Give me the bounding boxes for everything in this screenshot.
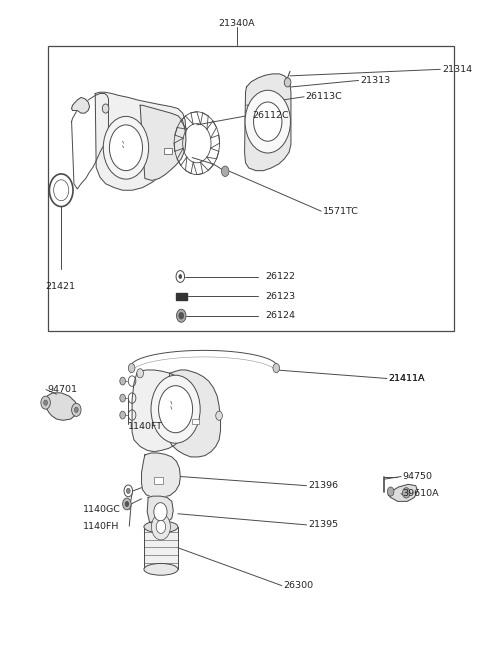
Circle shape: [156, 520, 166, 533]
Circle shape: [103, 117, 149, 179]
Circle shape: [273, 364, 279, 373]
Polygon shape: [245, 74, 291, 171]
Text: 21396: 21396: [308, 481, 338, 490]
Circle shape: [109, 125, 143, 171]
Circle shape: [216, 411, 222, 421]
Circle shape: [284, 78, 291, 87]
Polygon shape: [140, 105, 186, 180]
Circle shape: [72, 403, 81, 417]
Circle shape: [387, 487, 394, 496]
Circle shape: [120, 377, 125, 385]
Bar: [192, 419, 199, 424]
Bar: [144, 527, 178, 569]
Polygon shape: [72, 98, 90, 113]
Text: 26112C: 26112C: [252, 111, 289, 120]
Circle shape: [128, 364, 135, 373]
Text: 21313: 21313: [360, 76, 390, 85]
Circle shape: [102, 104, 109, 113]
Text: 26124: 26124: [265, 311, 295, 320]
Ellipse shape: [144, 521, 178, 533]
Bar: [164, 148, 172, 155]
Bar: [154, 477, 163, 484]
Circle shape: [44, 400, 48, 405]
Polygon shape: [388, 484, 418, 501]
Circle shape: [74, 407, 78, 413]
Text: 21395: 21395: [308, 520, 338, 529]
Text: 1140FT: 1140FT: [128, 422, 163, 432]
Circle shape: [124, 485, 132, 496]
Text: 26113C: 26113C: [306, 92, 342, 102]
Bar: [48, 47, 455, 331]
Text: 26122: 26122: [265, 272, 295, 281]
Polygon shape: [166, 370, 220, 457]
Circle shape: [154, 502, 167, 521]
Text: 1571TC: 1571TC: [323, 207, 359, 215]
Text: 26123: 26123: [265, 291, 296, 301]
Text: 94750: 94750: [402, 472, 432, 481]
Polygon shape: [147, 496, 173, 525]
Text: 39610A: 39610A: [402, 489, 439, 498]
Circle shape: [221, 166, 229, 176]
Text: 94701: 94701: [47, 385, 77, 394]
Circle shape: [120, 394, 125, 402]
Text: 21411A: 21411A: [388, 374, 425, 383]
Polygon shape: [95, 92, 186, 190]
Circle shape: [126, 488, 130, 493]
Text: 21314: 21314: [443, 65, 473, 74]
Circle shape: [177, 309, 186, 322]
Text: 26300: 26300: [283, 581, 313, 590]
Circle shape: [137, 369, 144, 378]
Text: 21421: 21421: [46, 282, 75, 291]
Circle shape: [253, 102, 282, 141]
Text: 21340A: 21340A: [219, 19, 255, 28]
Circle shape: [245, 90, 290, 153]
Circle shape: [125, 501, 129, 506]
Bar: [176, 293, 187, 300]
Circle shape: [152, 514, 170, 540]
Circle shape: [54, 179, 69, 200]
Circle shape: [120, 411, 125, 419]
Polygon shape: [45, 393, 77, 421]
Circle shape: [179, 274, 182, 278]
Circle shape: [158, 386, 192, 433]
Polygon shape: [142, 453, 180, 497]
Circle shape: [176, 271, 185, 282]
Circle shape: [123, 498, 131, 510]
Text: 21411A: 21411A: [388, 374, 425, 383]
Ellipse shape: [144, 563, 178, 575]
Circle shape: [179, 312, 184, 319]
Circle shape: [41, 396, 50, 409]
Circle shape: [49, 174, 73, 206]
Circle shape: [151, 375, 200, 443]
Circle shape: [402, 487, 410, 498]
Text: 1140FH: 1140FH: [84, 521, 120, 531]
Polygon shape: [132, 370, 187, 452]
Text: 1140GC: 1140GC: [84, 505, 121, 514]
